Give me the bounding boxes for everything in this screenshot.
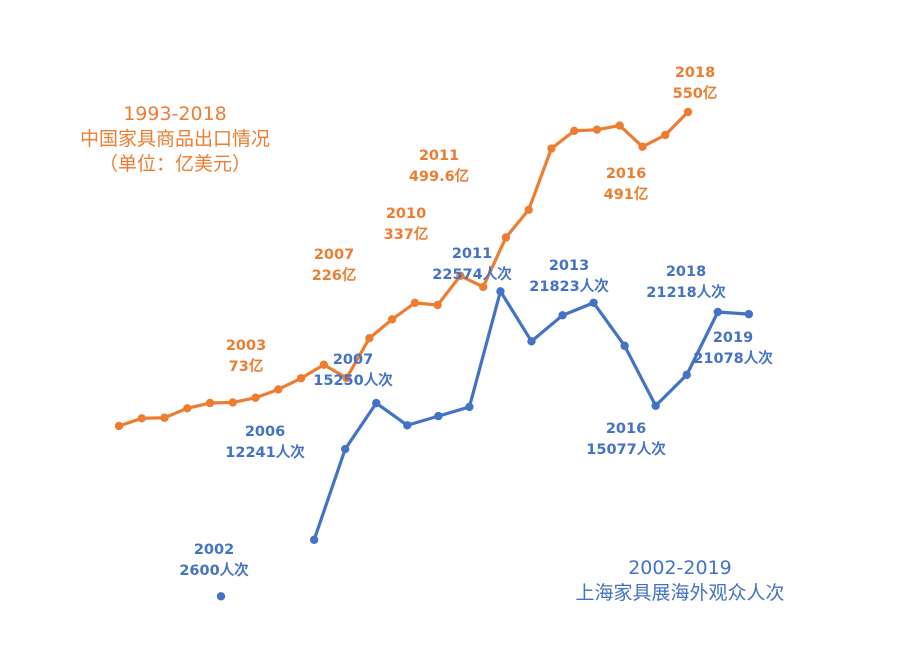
export-label-year: 2018 (675, 65, 715, 81)
visitor-label-year: 2002 (194, 542, 234, 558)
visitor-label-value: 21078人次 (693, 349, 773, 367)
visitor-label-2018: 2018 21218人次 (646, 264, 726, 301)
visitor-point-2015 (620, 341, 629, 351)
export-point-2002 (319, 360, 329, 369)
visitor-label-2013: 2013 21823人次 (529, 258, 609, 295)
visitor-label-value: 15077人次 (586, 440, 666, 458)
visitor-point-2008 (403, 421, 412, 430)
export-point-2015 (615, 121, 624, 130)
visitor-label-year: 2011 (452, 246, 492, 262)
export-label-2016: 2016 491亿 (604, 166, 649, 203)
export-label-value: 337亿 (384, 225, 429, 243)
export-point-2018 (683, 107, 693, 117)
export-label-year: 2010 (386, 206, 426, 222)
export-point-2016 (638, 142, 647, 151)
export-point-2010 (501, 233, 511, 242)
export-label-year: 2016 (606, 166, 646, 182)
export-label-value: 550亿 (673, 84, 718, 102)
export-label-2007: 2007 226亿 (312, 247, 357, 284)
export-label-value: 73亿 (229, 357, 264, 375)
export-point-2014 (592, 125, 602, 134)
export-label-2010: 2010 337亿 (384, 206, 429, 243)
export-point-2003 (342, 373, 351, 383)
export-point-1995 (160, 413, 169, 422)
visitor-title-line-1: 2002-2019 (628, 557, 732, 579)
visitor-point-2007 (372, 398, 381, 408)
visitor-point-2014 (589, 298, 598, 307)
visitor-label-year: 2007 (333, 352, 373, 368)
visitor-point-2010 (465, 402, 474, 412)
export-point-2011 (524, 205, 533, 214)
export-label-value: 499.6亿 (409, 167, 469, 185)
export-point-2000 (274, 385, 283, 394)
visitor-label-value: 12241人次 (225, 443, 305, 461)
visitor-point-2002 (216, 592, 226, 601)
visitor-label-2019: 2019 21078人次 (693, 330, 773, 367)
visitor-point-2018 (713, 307, 722, 317)
export-point-2013 (570, 126, 579, 136)
visitor-label-value: 22574人次 (432, 265, 512, 283)
visitor-point-2013 (558, 311, 567, 320)
visitor-label-value: 21823人次 (529, 277, 609, 295)
visitor-label-year: 2018 (666, 264, 706, 280)
export-point-2008 (456, 271, 465, 280)
export-point-1997 (205, 398, 215, 408)
visitor-label-year: 2019 (713, 330, 753, 346)
export-point-1996 (183, 404, 192, 413)
export-label-2018: 2018 550亿 (673, 65, 718, 102)
export-point-1993 (114, 421, 124, 431)
export-title-line-2: 中国家具商品出口情况 (79, 128, 270, 150)
export-point-1998 (228, 398, 237, 407)
visitor-label-2016: 2016 15077人次 (586, 421, 666, 458)
export-label-year: 2003 (226, 338, 266, 354)
visitor-point-2017 (682, 370, 691, 380)
export-label-2011: 2011 499.6亿 (409, 148, 469, 185)
export-point-2006 (410, 298, 420, 308)
export-point-2004 (365, 334, 374, 343)
export-point-2005 (387, 315, 397, 324)
export-point-2017 (661, 130, 670, 140)
export-point-2009 (478, 282, 488, 292)
visitor-label-2006: 2006 12241人次 (225, 424, 305, 461)
visitor-title-line-2: 上海家具展海外观众人次 (575, 582, 785, 604)
visitor-label-year: 2016 (606, 421, 646, 437)
export-title-line-1: 1993-2018 (123, 103, 227, 125)
visitor-label-value: 2600人次 (179, 561, 249, 579)
visitor-point-2005 (309, 535, 319, 544)
export-point-2012 (547, 144, 556, 153)
export-point-2007 (433, 300, 442, 310)
visitor-label-2007: 2007 15250人次 (313, 352, 393, 389)
visitor-label-value: 15250人次 (313, 371, 393, 389)
visitor-point-2012 (527, 337, 536, 346)
visitor-label-2011: 2011 22574人次 (432, 246, 512, 283)
export-label-year: 2011 (419, 148, 459, 164)
visitor-point-2019 (744, 309, 754, 319)
visitor-label-value: 21218人次 (646, 283, 726, 301)
export-point-1999 (251, 393, 260, 402)
export-point-1994 (137, 414, 146, 423)
export-chart-title: 1993-2018 中国家具商品出口情况 （单位：亿美元） (40, 102, 310, 177)
visitor-label-2002: 2002 2600人次 (179, 542, 249, 579)
visitor-point-2009 (434, 411, 443, 421)
visitor-label-year: 2013 (549, 258, 589, 274)
export-label-value: 226亿 (312, 266, 357, 284)
visitor-point-2016 (651, 401, 660, 410)
visitor-point-2011 (496, 287, 505, 296)
export-point-2001 (296, 374, 306, 383)
visitor-chart-title: 2002-2019 上海家具展海外观众人次 (530, 556, 830, 606)
visitor-point-2006 (341, 444, 350, 454)
export-title-line-3: （单位：亿美元） (98, 153, 251, 175)
export-label-2003: 2003 73亿 (226, 338, 266, 375)
export-label-year: 2007 (314, 247, 354, 263)
export-label-value: 491亿 (604, 185, 649, 203)
visitor-label-year: 2006 (245, 424, 285, 440)
